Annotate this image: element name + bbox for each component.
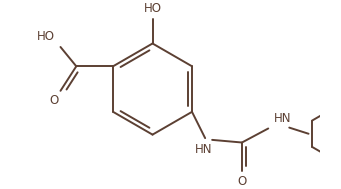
Text: HO: HO — [37, 30, 55, 43]
Text: HN: HN — [195, 143, 212, 156]
Text: O: O — [49, 94, 59, 107]
Text: O: O — [237, 175, 247, 188]
Text: HN: HN — [273, 112, 291, 125]
Text: HO: HO — [144, 2, 162, 15]
